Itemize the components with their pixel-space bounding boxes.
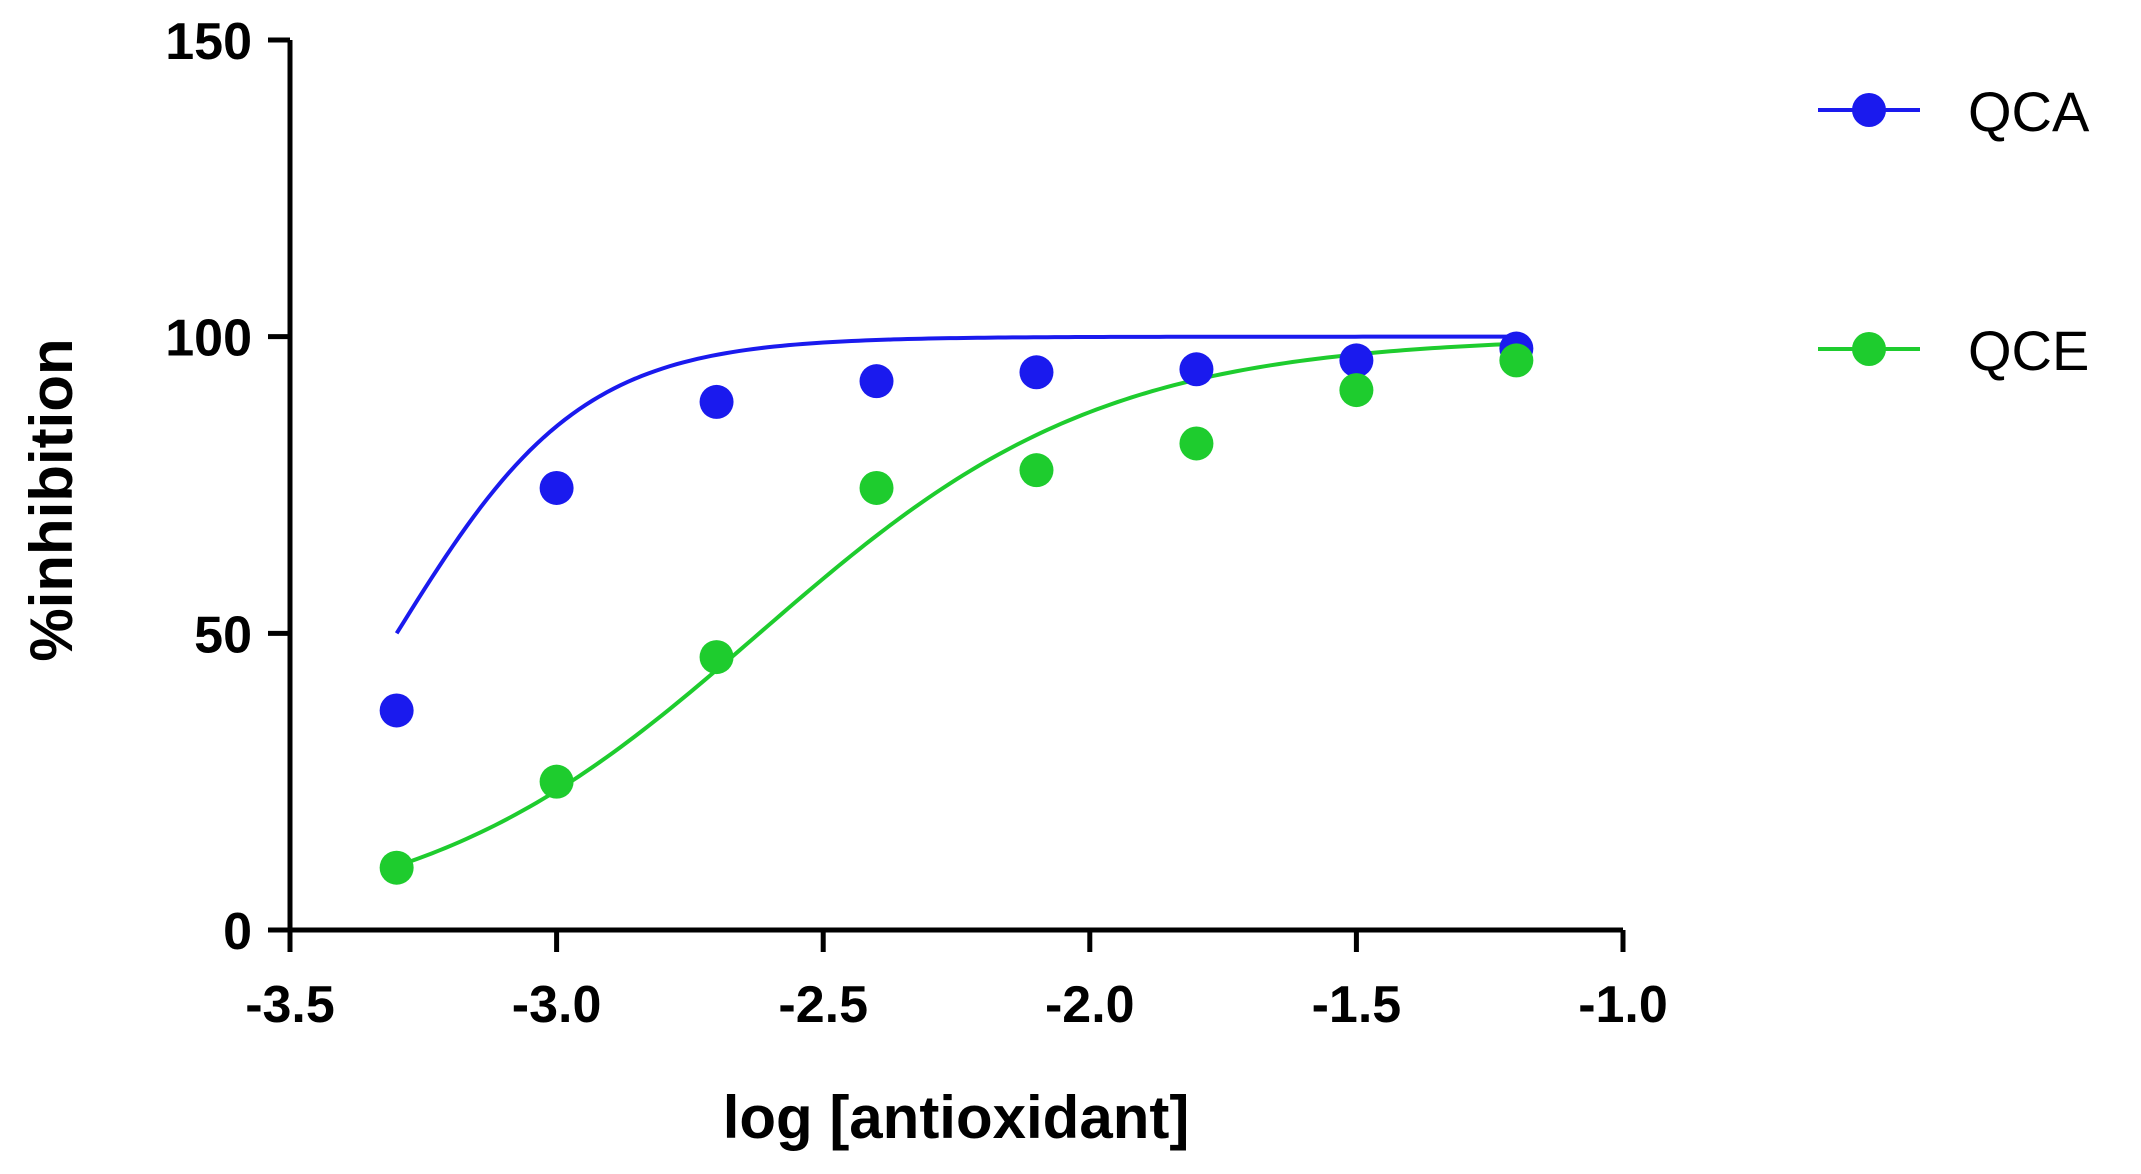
data-point-qca [859,364,894,399]
legend-label-qca: QCA [1968,80,2090,143]
data-point-qca [1339,343,1374,378]
data-point-qce [1339,373,1374,408]
data-point-qce [379,850,414,885]
data-point-qce [859,470,894,505]
ticks: -3.5 -3.0 -2.5 -2.0 -1.5 -1.0 0 50 100 150 [165,13,1668,1034]
data-point-qce [1179,426,1214,461]
data-point-qce [1019,453,1054,488]
y-tick-label: 100 [165,310,252,368]
x-tick-label: -1.5 [1312,976,1402,1034]
data-point-qce [539,764,574,799]
data-point-qca [1179,352,1214,387]
data-point-qca [699,384,734,419]
x-tick-label: -1.0 [1578,976,1668,1034]
legend-item-qca: QCA [1818,80,2090,143]
fit-curves [394,334,1517,868]
data-point-qca [379,693,414,728]
y-tick-label: 150 [165,13,252,71]
data-points [379,331,1534,885]
y-tick-label: 50 [194,606,252,664]
legend: QCA QCE [1818,80,2090,382]
data-point-qca [1019,355,1054,390]
data-point-qce [1499,343,1534,378]
legend-marker-qce [1852,332,1886,366]
legend-label-qce: QCE [1968,319,2089,382]
axes [287,40,1623,933]
y-axis-title: %inhibition [18,338,85,661]
legend-item-qce: QCE [1818,319,2089,382]
x-tick-label: -2.0 [1045,976,1135,1034]
data-point-qca [539,470,574,505]
x-tick-label: -3.0 [512,976,602,1034]
fit-curve-qce [395,341,1517,868]
x-axis-title: log [antioxidant] [723,1084,1190,1151]
fit-curve-qca [394,334,1517,635]
x-tick-label: -3.5 [245,976,335,1034]
x-tick-label: -2.5 [778,976,868,1034]
y-tick-label: 0 [223,903,252,961]
data-point-qce [699,640,734,675]
legend-marker-qca [1852,93,1886,127]
